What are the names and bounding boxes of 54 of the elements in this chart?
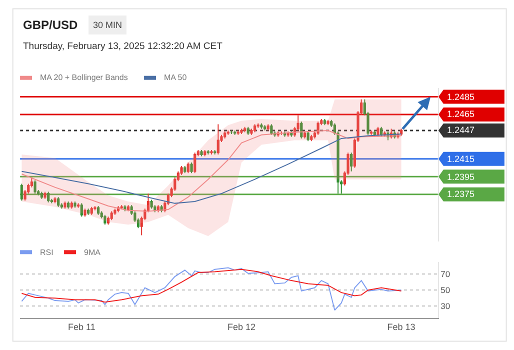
line-series xyxy=(21,268,402,303)
candlestick xyxy=(243,126,246,133)
candlestick xyxy=(94,205,96,211)
candlestick xyxy=(70,201,73,210)
y-tick-label: 50 xyxy=(440,285,450,296)
ref-line-label: 1.2415 xyxy=(447,154,475,164)
candlestick xyxy=(126,204,130,212)
candlestick xyxy=(326,119,330,126)
candlestick xyxy=(84,208,86,218)
candlestick xyxy=(204,150,206,157)
candlestick xyxy=(240,128,243,135)
candlestick xyxy=(236,130,240,136)
chart-title: GBP/USD xyxy=(23,18,78,32)
candlestick xyxy=(216,124,220,155)
legend-label: MA 20 + Bollinger Bands xyxy=(40,73,128,82)
candlestick xyxy=(186,162,190,174)
candlestick xyxy=(224,130,226,139)
y-tick-label: 30 xyxy=(440,301,450,312)
text: 30 MIN xyxy=(93,20,122,30)
candlestick xyxy=(250,128,253,136)
candlestick xyxy=(120,204,123,210)
y-tick-label: 70 xyxy=(440,269,450,280)
candlestick xyxy=(226,130,230,136)
candlestick xyxy=(310,134,313,142)
ref-line-label: 1.2395 xyxy=(447,172,475,182)
ref-line-label: 1.2485 xyxy=(447,92,475,102)
candlestick xyxy=(54,196,56,204)
candlestick xyxy=(20,183,24,202)
candlestick xyxy=(256,122,260,128)
candlestick xyxy=(110,210,113,221)
candlestick xyxy=(370,130,373,136)
candlestick xyxy=(210,150,213,155)
candlestick xyxy=(303,130,306,139)
line-series xyxy=(21,267,402,311)
ref-line-label: 1.2447 xyxy=(447,125,475,135)
legend-label: 9MA xyxy=(84,248,102,257)
candlestick xyxy=(316,121,320,136)
candlestick xyxy=(266,124,270,131)
x-tick-label: Feb 11 xyxy=(68,322,96,332)
candlestick xyxy=(194,152,196,174)
legend-label: MA 50 xyxy=(164,73,188,82)
x-tick-label: Feb 13 xyxy=(387,322,416,332)
candlestick xyxy=(64,201,66,210)
candlestick xyxy=(44,191,46,200)
candlestick xyxy=(253,124,256,133)
candlestick xyxy=(376,126,380,138)
candlestick xyxy=(90,206,93,216)
legend-label: RSI xyxy=(40,248,54,257)
candlestick xyxy=(400,128,403,136)
ref-line-label: 1.2375 xyxy=(447,189,475,199)
ref-line-label: 1.2465 xyxy=(447,109,475,119)
x-tick-label: Feb 12 xyxy=(227,322,256,332)
chart-subtitle: Thursday, February 13, 2025 12:32:20 AM CET xyxy=(23,41,223,52)
candlestick xyxy=(76,202,80,208)
